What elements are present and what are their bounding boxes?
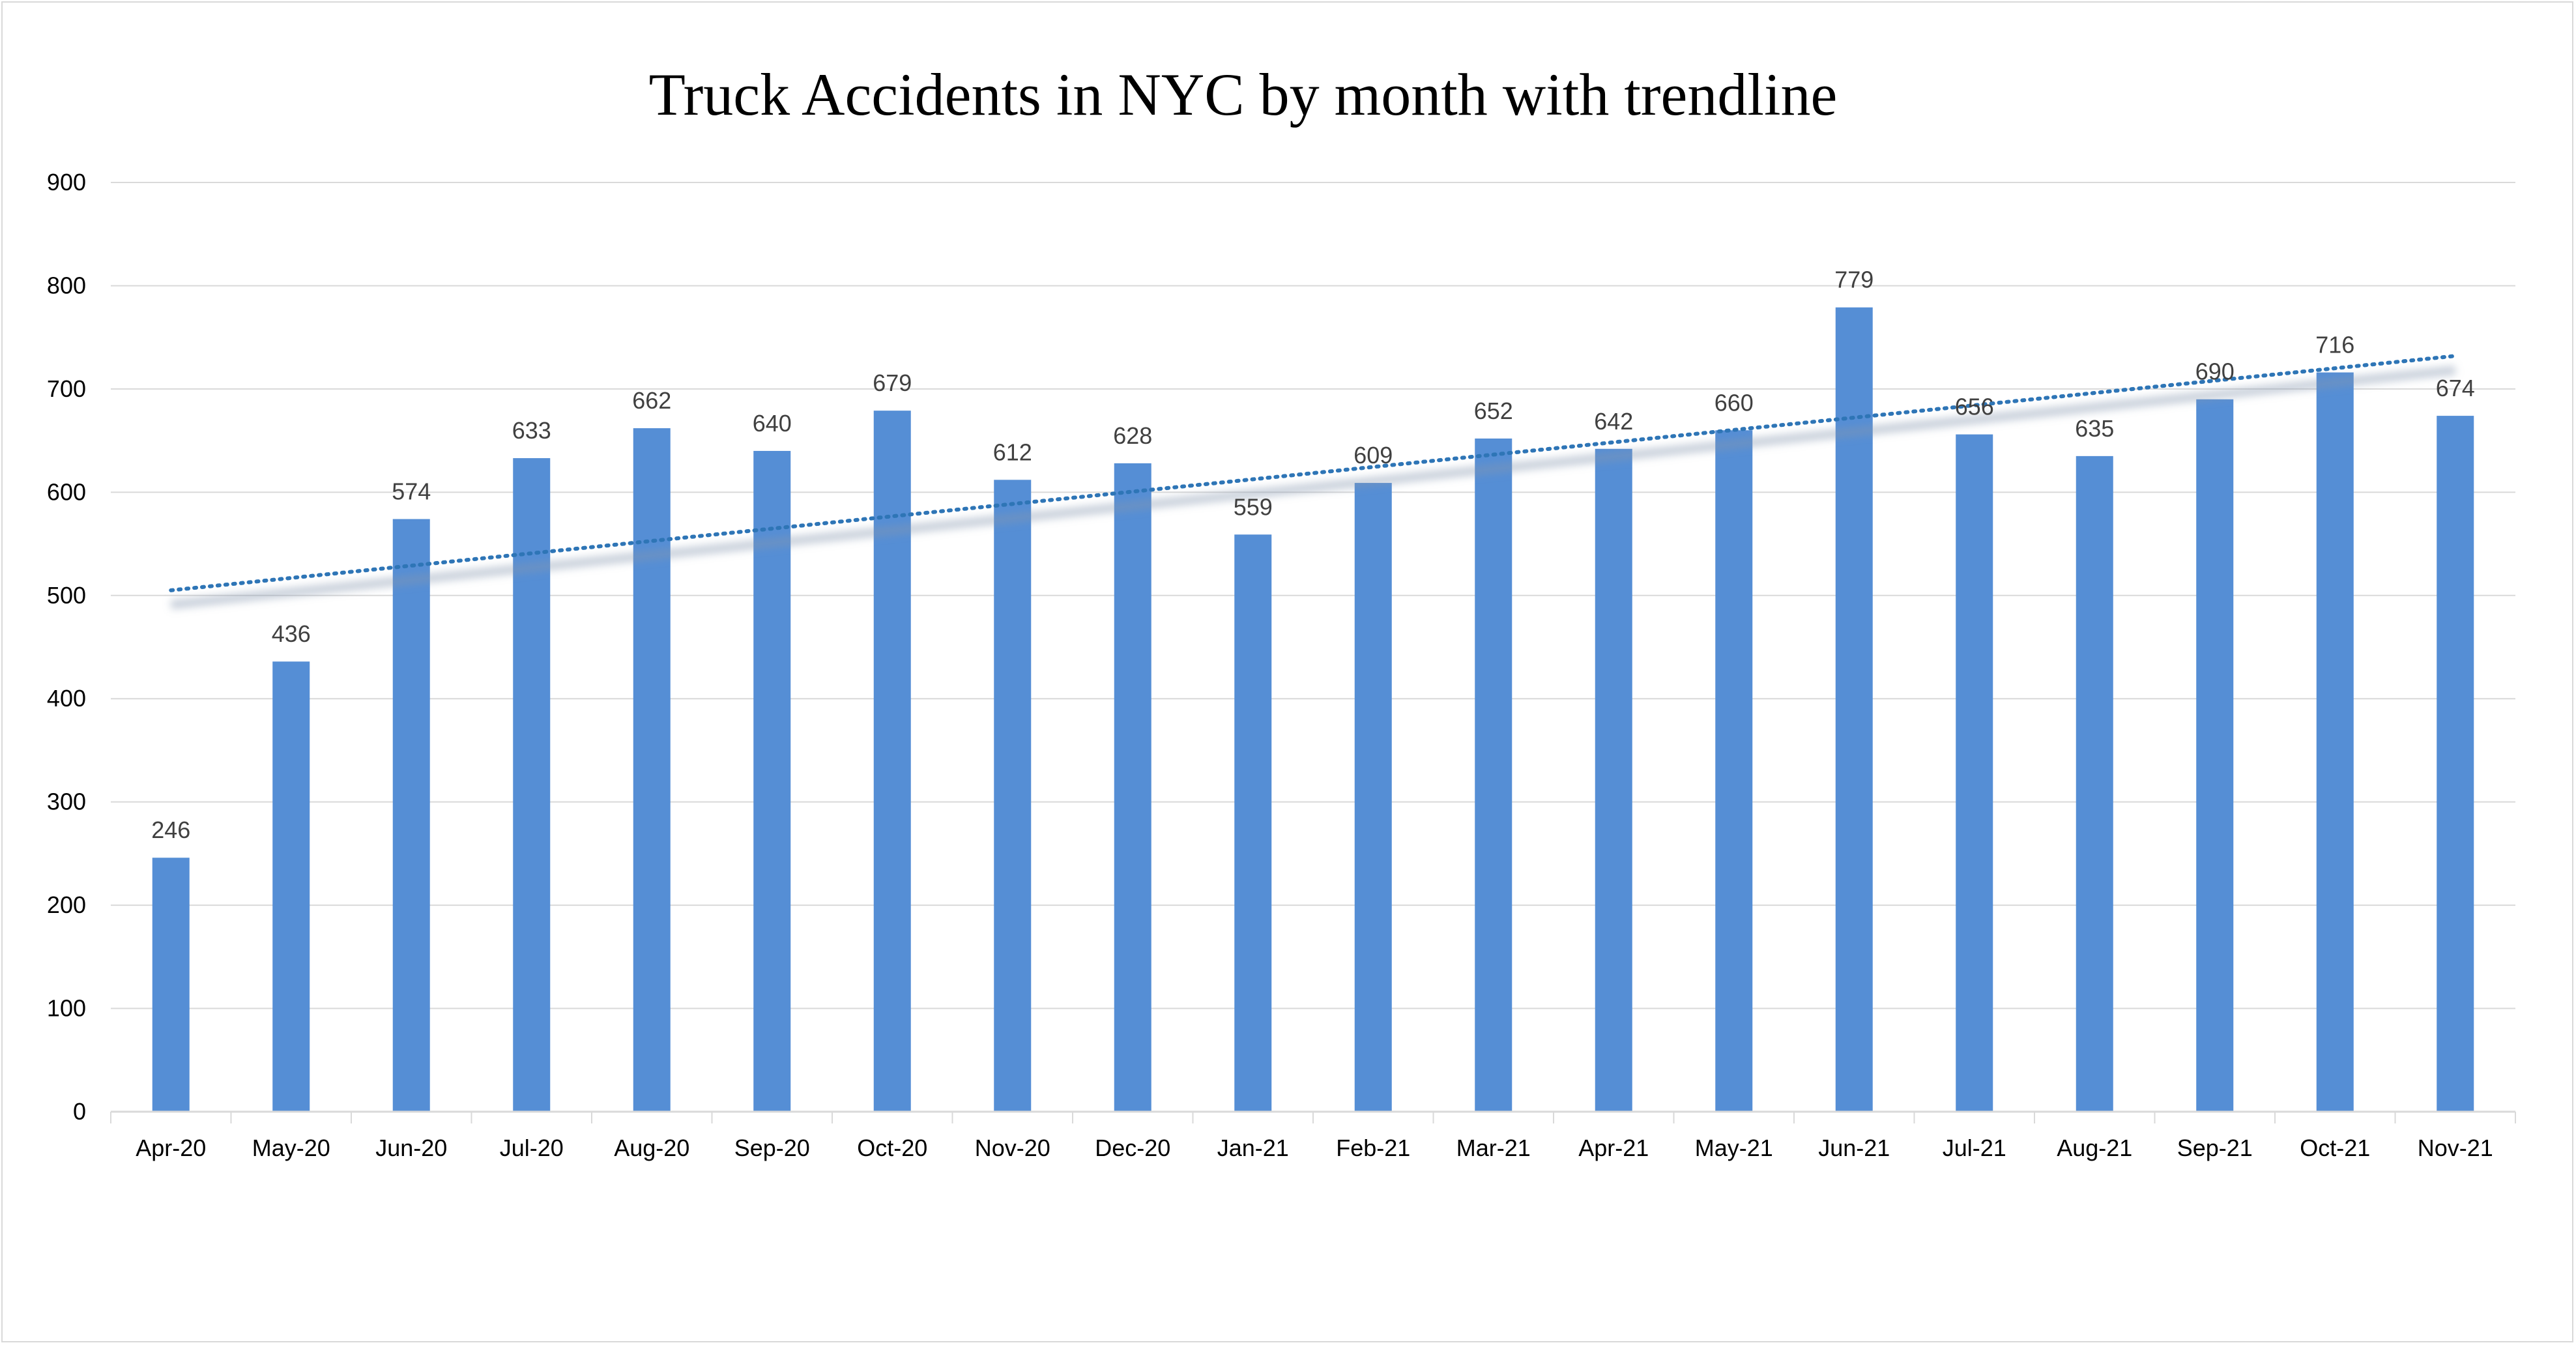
bar-jul-20 (513, 458, 551, 1112)
data-label: 662 (632, 387, 671, 414)
x-tick-label: Sep-20 (734, 1135, 810, 1161)
y-tick-label: 600 (47, 478, 86, 505)
x-tick-label: Oct-21 (2300, 1135, 2370, 1161)
data-label: 633 (512, 417, 551, 444)
bar-may-21 (1715, 430, 1753, 1112)
bar-jun-21 (1835, 307, 1873, 1112)
data-labels: 246 436 574 633 662 640 679 612 628 559 609 652 642 6… (151, 267, 2475, 844)
x-tick-label: Apr-20 (136, 1135, 206, 1161)
chart-title: Truck Accidents in NYC by month with tre… (648, 61, 1838, 128)
y-axis: 0 100 200 300 400 500 600 700 800 900 (47, 169, 86, 1125)
data-label: 652 (1474, 398, 1513, 424)
data-label: 640 (753, 410, 792, 437)
bar-aug-20 (633, 428, 671, 1112)
y-tick-label: 100 (47, 995, 86, 1022)
bar-jun-20 (392, 519, 430, 1112)
trendline-shadow (170, 366, 2456, 609)
x-tick-label: Jul-20 (500, 1135, 564, 1161)
x-tick-label: Dec-20 (1095, 1135, 1170, 1161)
gridlines (111, 182, 2515, 1009)
x-tick-label: Nov-21 (2418, 1135, 2493, 1161)
data-label: 642 (1594, 408, 1633, 435)
x-axis: Apr-20 May-20 Jun-20 Jul-20 Aug-20 Sep-20 Oct-… (110, 1110, 2516, 1161)
x-tick-label: Sep-21 (2177, 1135, 2253, 1161)
y-tick-label: 300 (47, 788, 86, 815)
data-label: 612 (993, 439, 1032, 465)
x-tick-label: Jun-20 (375, 1135, 447, 1161)
bar-nov-21 (2437, 416, 2474, 1112)
x-tick-label: Aug-21 (2057, 1135, 2132, 1161)
data-label: 656 (1955, 394, 1994, 420)
y-tick-label: 800 (47, 272, 86, 298)
bar-sep-20 (753, 450, 791, 1112)
x-tick-label: Feb-21 (1336, 1135, 1410, 1161)
bar-dec-20 (1114, 463, 1151, 1112)
data-label: 246 (151, 817, 190, 843)
data-label: 716 (2315, 332, 2354, 358)
x-tick-label: Jun-21 (1818, 1135, 1890, 1161)
bar-mar-21 (1475, 438, 1512, 1112)
x-tick-label: Jul-21 (1943, 1135, 2006, 1161)
trendline-line (169, 354, 2457, 592)
data-label: 609 (1353, 442, 1393, 469)
bar-apr-20 (152, 858, 190, 1112)
data-label: 574 (392, 478, 431, 505)
x-tick-label: Apr-21 (1578, 1135, 1649, 1161)
bar-feb-21 (1354, 483, 1392, 1112)
x-tick-label: Oct-20 (857, 1135, 927, 1161)
data-label: 674 (2436, 375, 2475, 401)
bar-may-20 (272, 661, 310, 1112)
y-tick-label: 0 (73, 1098, 86, 1125)
x-tick-label: Mar-21 (1456, 1135, 1531, 1161)
data-label: 779 (1834, 267, 1874, 293)
bar-sep-21 (2196, 399, 2234, 1112)
x-tick-label: Jan-21 (1217, 1135, 1289, 1161)
data-label: 559 (1234, 493, 1273, 520)
data-label: 436 (272, 620, 311, 647)
x-tick-label: Nov-20 (975, 1135, 1050, 1161)
x-tick-label: May-20 (252, 1135, 330, 1161)
data-label: 679 (873, 369, 912, 396)
y-tick-label: 400 (47, 685, 86, 712)
bar-nov-20 (994, 480, 1032, 1112)
bar-aug-21 (2076, 456, 2113, 1112)
bar-jan-21 (1234, 534, 1272, 1112)
bar-oct-21 (2316, 372, 2354, 1112)
y-tick-label: 900 (47, 169, 86, 195)
x-tick-label: May-21 (1695, 1135, 1773, 1161)
data-label: 690 (2195, 358, 2235, 385)
bar-apr-21 (1595, 448, 1632, 1112)
data-label: 628 (1113, 422, 1152, 449)
bar-jul-21 (1956, 434, 1993, 1112)
data-label: 660 (1715, 389, 1754, 416)
x-tick-label: Aug-20 (614, 1135, 689, 1161)
y-tick-label: 200 (47, 891, 86, 918)
data-label: 635 (2075, 415, 2114, 442)
y-tick-label: 700 (47, 375, 86, 402)
trendline (169, 354, 2457, 609)
bars (152, 307, 2474, 1112)
y-tick-label: 500 (47, 582, 86, 609)
